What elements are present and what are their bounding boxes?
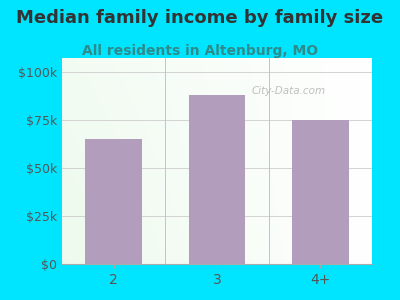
Bar — [292, 120, 349, 264]
Bar — [188, 95, 246, 264]
Text: All residents in Altenburg, MO: All residents in Altenburg, MO — [82, 44, 318, 58]
Text: City-Data.com: City-Data.com — [251, 86, 325, 96]
Text: Median family income by family size: Median family income by family size — [16, 9, 384, 27]
Bar — [85, 139, 142, 264]
